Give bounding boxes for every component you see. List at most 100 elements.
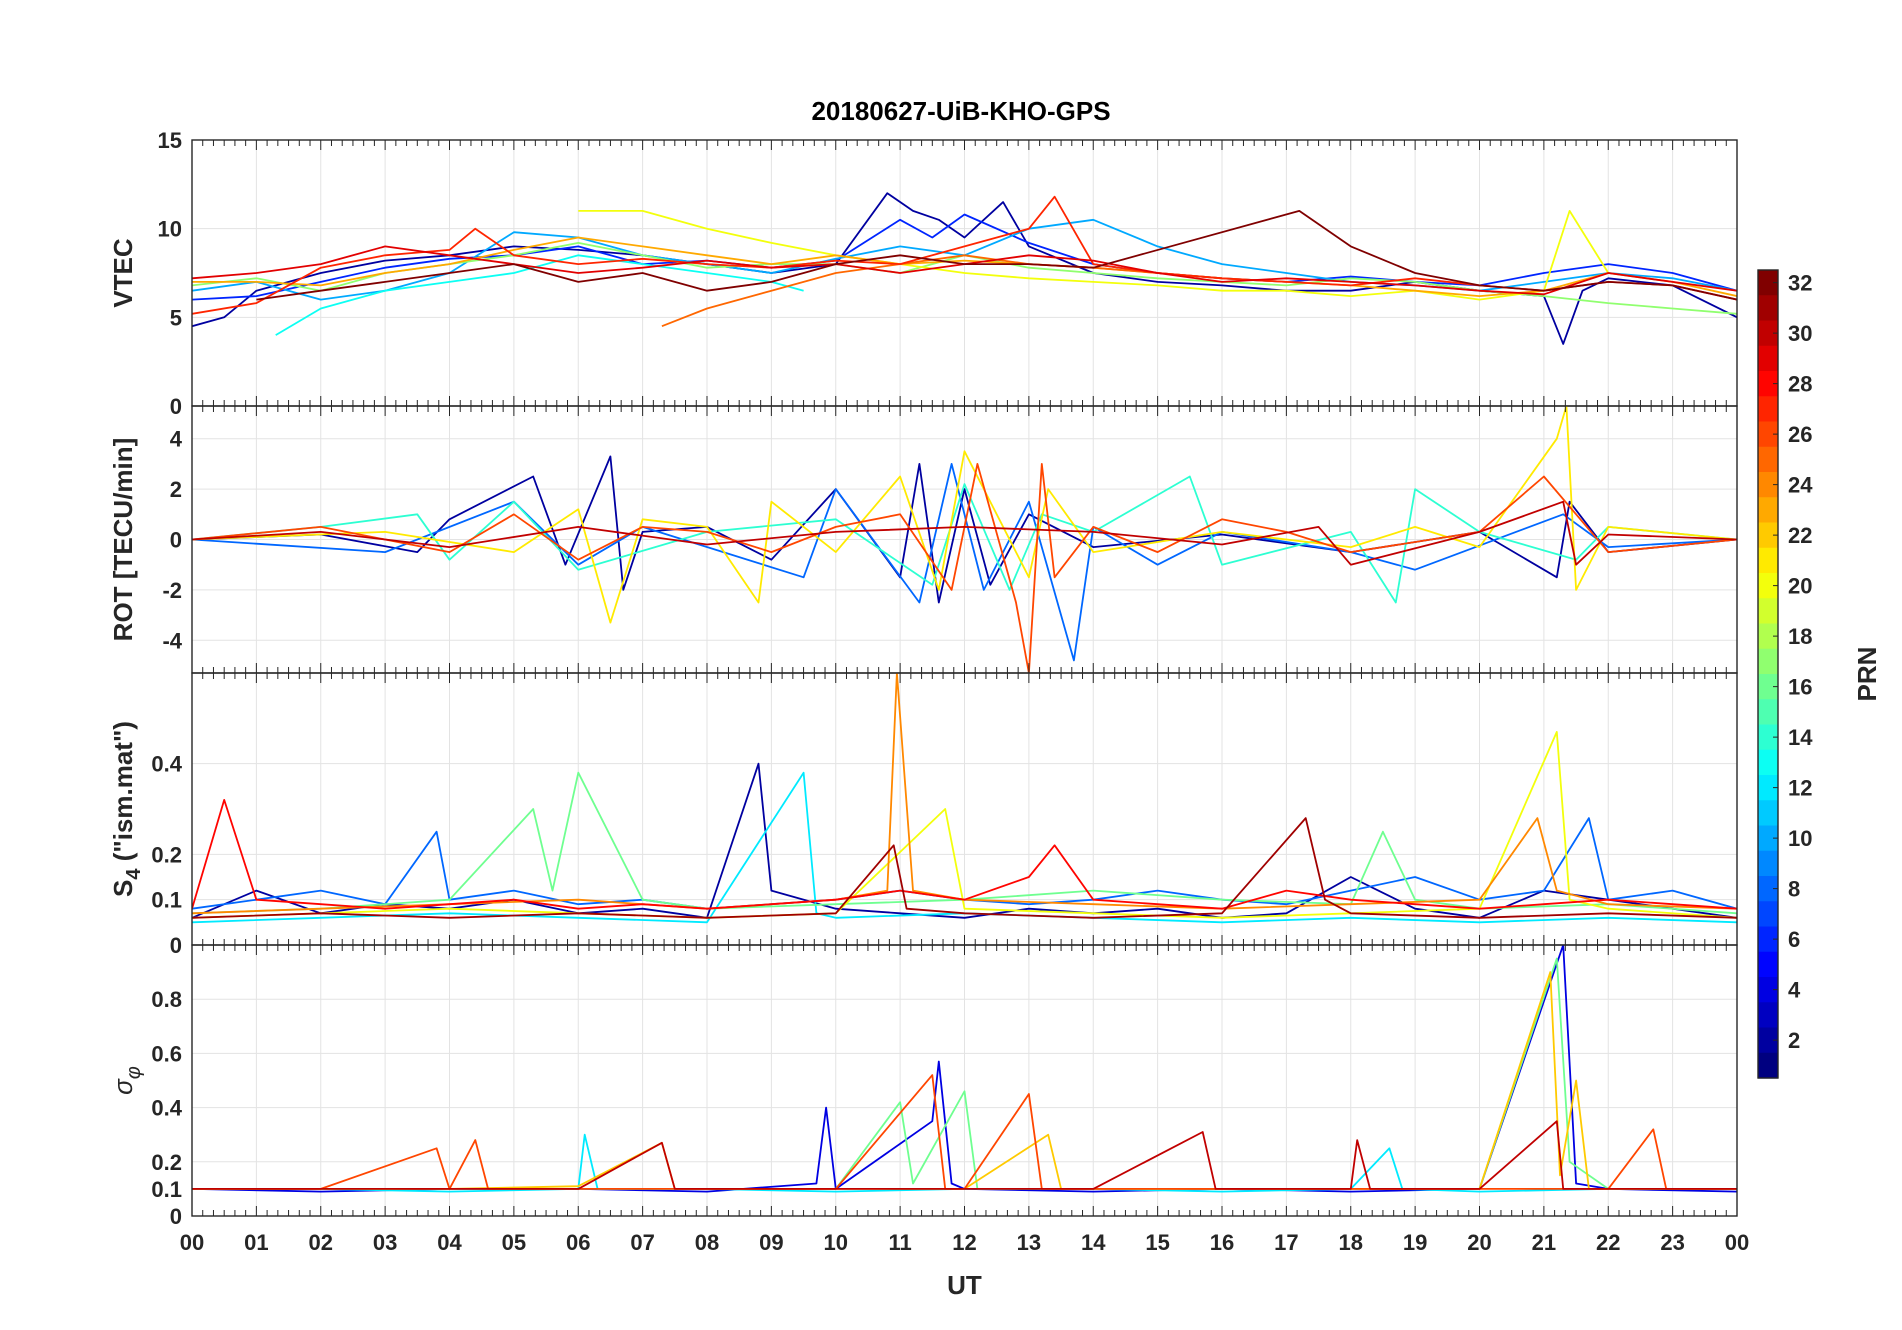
- colorbar-tick-label: 4: [1788, 978, 1801, 1003]
- x-tick-label: 09: [759, 1230, 783, 1255]
- colorbar-segment: [1758, 901, 1778, 928]
- series-line-prn-32: [256, 209, 1737, 301]
- x-tick-label: 14: [1081, 1230, 1106, 1255]
- colorbar-tick-label: 32: [1788, 271, 1812, 296]
- x-tick-label: 10: [824, 1230, 848, 1255]
- x-tick-label: 06: [566, 1230, 590, 1255]
- colorbar-segment: [1758, 547, 1778, 574]
- colorbar-segment: [1758, 396, 1778, 423]
- colorbar-segment: [1758, 749, 1778, 776]
- x-tick-label: 15: [1145, 1230, 1169, 1255]
- y-tick-label: 0.8: [151, 987, 182, 1012]
- colorbar-segment: [1758, 598, 1778, 625]
- colorbar-tick-label: 8: [1788, 877, 1800, 902]
- series-line-prn-20: [578, 209, 1610, 301]
- x-tick-label: 04: [437, 1230, 462, 1255]
- colorbar-segment: [1758, 775, 1778, 801]
- x-tick-label: 16: [1210, 1230, 1234, 1255]
- y-tick-label: 15: [158, 128, 182, 153]
- colorbar-segment: [1758, 522, 1778, 549]
- x-tick-label: 07: [630, 1230, 654, 1255]
- colorbar-tick-label: 20: [1788, 574, 1812, 599]
- y-tick-label: 0.6: [151, 1041, 182, 1066]
- colorbar-tick-label: 2: [1788, 1028, 1800, 1053]
- y-tick-label: 0: [170, 1204, 182, 1229]
- colorbar-frame: [1757, 269, 1779, 1079]
- colorbar-segment: [1758, 345, 1778, 372]
- series-line-prn-21: [192, 406, 1737, 624]
- series-line-prn-26: [192, 462, 1737, 673]
- series-line-prn-13: [275, 254, 804, 336]
- x-tick-label: 23: [1660, 1230, 1684, 1255]
- y-tick-label: 0.4: [151, 1096, 182, 1121]
- colorbar-segment: [1758, 724, 1778, 751]
- x-tick-label: 02: [309, 1230, 333, 1255]
- y-tick-label: 0.2: [151, 842, 182, 867]
- x-tick-label: 03: [373, 1230, 397, 1255]
- y-axis-label: σφ: [108, 1066, 145, 1095]
- colorbar-segment: [1758, 472, 1778, 498]
- colorbar-segment: [1758, 446, 1778, 473]
- series-line-prn-28: [192, 799, 1737, 910]
- x-tick-label: 00: [180, 1230, 204, 1255]
- colorbar-segment: [1758, 371, 1778, 397]
- y-axis-label: VTEC: [108, 238, 138, 308]
- colorbar-segment: [1758, 497, 1778, 524]
- series-group: [192, 192, 1737, 345]
- y-tick-label: 0.1: [151, 1177, 182, 1202]
- x-tick-label: 01: [244, 1230, 268, 1255]
- colorbar-segment: [1758, 951, 1778, 978]
- series-group: [192, 945, 1737, 1193]
- colorbar-segment: [1758, 295, 1778, 322]
- series-line-prn-8: [192, 462, 1737, 662]
- colorbar-label: PRN: [1852, 647, 1882, 702]
- y-tick-label: 4: [170, 427, 183, 452]
- colorbar-segment: [1758, 1027, 1778, 1054]
- x-tick-label: 19: [1403, 1230, 1427, 1255]
- x-tick-label: 13: [1017, 1230, 1041, 1255]
- series-line-prn-30: [192, 1120, 1737, 1190]
- x-tick-label: 21: [1532, 1230, 1556, 1255]
- series-line-prn-23: [192, 236, 1737, 298]
- colorbar-tick-label: 14: [1788, 725, 1813, 750]
- colorbar-segment: [1758, 573, 1778, 599]
- colorbar-tick-label: 30: [1788, 321, 1812, 346]
- x-tick-label: 11: [888, 1230, 911, 1255]
- y-tick-label: 0: [170, 528, 182, 553]
- y-tick-label: 5: [170, 305, 182, 330]
- x-tick-label: 08: [695, 1230, 719, 1255]
- colorbar-segment: [1758, 800, 1778, 827]
- y-tick-label: 2: [170, 477, 182, 502]
- x-tick-label: 12: [952, 1230, 976, 1255]
- x-tick-label: 20: [1467, 1230, 1491, 1255]
- colorbar-tick-label: 28: [1788, 372, 1812, 397]
- colorbar-segment: [1758, 850, 1778, 877]
- colorbar-segment: [1758, 699, 1778, 726]
- colorbar-segment: [1758, 876, 1778, 902]
- colorbar-segment: [1758, 270, 1778, 296]
- y-tick-label: 0.1: [151, 888, 182, 913]
- colorbar-segment: [1758, 623, 1778, 650]
- series-group: [192, 406, 1737, 673]
- x-tick-label: 00: [1725, 1230, 1749, 1255]
- panel-vtec: 0 5 10 15 VTEC: [108, 128, 1738, 419]
- colorbar-segment: [1758, 648, 1778, 675]
- colorbar-segment: [1758, 1002, 1778, 1029]
- series-line-prn-2: [192, 762, 1737, 919]
- series-line-prn-14: [192, 475, 1737, 604]
- y-tick-label: 0: [170, 933, 182, 958]
- colorbar-tick-label: 18: [1788, 624, 1812, 649]
- y-tick-label: -4: [162, 628, 182, 653]
- y-tick-label: 0.4: [151, 752, 182, 777]
- colorbar-segment: [1758, 421, 1778, 448]
- colorbar-tick-label: 12: [1788, 776, 1812, 801]
- y-tick-label: 0: [170, 394, 182, 419]
- figure-title: 20180627-UiB-KHO-GPS: [811, 96, 1110, 126]
- y-axis-label: S4 ("ism.mat"): [108, 721, 145, 897]
- colorbar-tick-label: 22: [1788, 523, 1812, 548]
- colorbar-tick-label: 6: [1788, 927, 1800, 952]
- series-group: [192, 673, 1737, 924]
